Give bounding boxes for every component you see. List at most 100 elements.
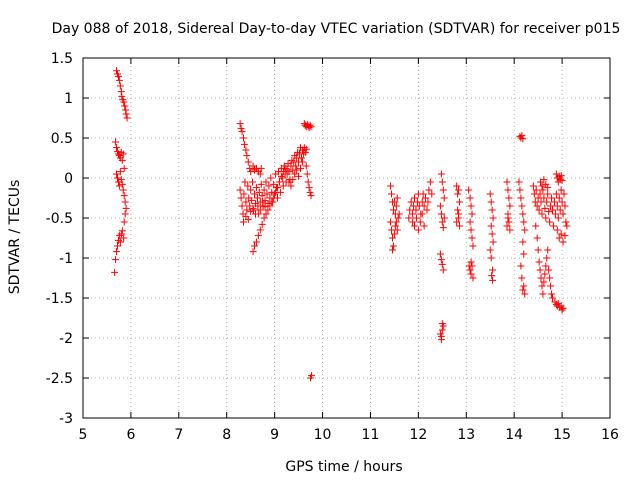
- data-point: [303, 170, 311, 178]
- grid-lines: [83, 58, 610, 418]
- data-point: [534, 246, 542, 254]
- data-point: [489, 276, 497, 284]
- data-point: [389, 242, 397, 250]
- data-point: [467, 258, 475, 266]
- data-point: [390, 198, 398, 206]
- data-point: [541, 270, 549, 278]
- data-point: [505, 218, 513, 226]
- y-tick-label: -2: [59, 331, 73, 347]
- data-point: [559, 238, 567, 246]
- data-point: [533, 202, 541, 210]
- data-point: [391, 222, 399, 230]
- data-point: [540, 278, 548, 286]
- data-point: [120, 192, 128, 200]
- data-point: [388, 190, 396, 198]
- data-point: [542, 262, 550, 270]
- x-tick-label: 6: [126, 427, 135, 443]
- data-point: [308, 372, 316, 380]
- data-point: [270, 194, 278, 202]
- data-point: [554, 214, 562, 222]
- data-point: [488, 272, 496, 280]
- data-point: [438, 178, 446, 186]
- data-point: [504, 186, 512, 194]
- data-point: [295, 172, 303, 180]
- data-point: [438, 218, 446, 226]
- data-point: [520, 250, 528, 258]
- data-point: [420, 222, 428, 230]
- data-point: [119, 186, 127, 194]
- data-point: [257, 164, 265, 172]
- data-point: [545, 266, 553, 274]
- data-point: [257, 180, 265, 188]
- data-point: [519, 135, 527, 143]
- data-point: [456, 222, 464, 230]
- data-point: [559, 210, 567, 218]
- data-point: [553, 226, 561, 234]
- data-point: [237, 124, 245, 132]
- data-point: [279, 182, 287, 190]
- data-point: [240, 140, 248, 148]
- data-point: [121, 210, 129, 218]
- data-point: [112, 138, 120, 146]
- data-point: [539, 290, 547, 298]
- data-point: [111, 268, 119, 276]
- data-point: [456, 198, 464, 206]
- data-point: [244, 158, 252, 166]
- data-point: [409, 210, 417, 218]
- data-point: [119, 150, 127, 158]
- data-point: [544, 190, 552, 198]
- data-point: [236, 120, 244, 128]
- x-tick-label: 8: [222, 427, 231, 443]
- data-point: [535, 258, 543, 266]
- data-point: [113, 174, 121, 182]
- data-point: [409, 218, 417, 226]
- data-point: [418, 210, 426, 218]
- data-point: [297, 154, 305, 162]
- data-point: [112, 256, 120, 264]
- data-point: [116, 238, 124, 246]
- data-point: [236, 186, 244, 194]
- data-point: [412, 214, 420, 222]
- data-point: [272, 188, 280, 196]
- data-point: [241, 178, 249, 186]
- data-point: [420, 202, 428, 210]
- data-point: [263, 190, 271, 198]
- data-point: [437, 170, 445, 178]
- data-point: [301, 148, 309, 156]
- data-point: [416, 218, 424, 226]
- data-point: [243, 152, 251, 160]
- data-point: [486, 190, 494, 198]
- data-point: [251, 242, 259, 250]
- data-point: [395, 210, 403, 218]
- data-point: [486, 246, 494, 254]
- data-point: [503, 178, 511, 186]
- data-point: [388, 246, 396, 254]
- data-point: [544, 246, 552, 254]
- y-tick-label: -1: [59, 251, 73, 267]
- data-point: [467, 226, 475, 234]
- data-point: [249, 248, 257, 256]
- data-point: [437, 336, 445, 344]
- data-point: [559, 304, 567, 312]
- data-point: [116, 82, 124, 90]
- data-point: [487, 198, 495, 206]
- data-point: [274, 184, 282, 192]
- data-point: [242, 198, 250, 206]
- data-point: [393, 194, 401, 202]
- x-tick-label: 13: [457, 427, 475, 443]
- data-point: [407, 198, 415, 206]
- data-point: [262, 178, 270, 186]
- data-point: [255, 188, 263, 196]
- data-point: [265, 182, 273, 190]
- data-point: [123, 114, 131, 122]
- data-point: [387, 182, 395, 190]
- data-point: [469, 274, 477, 282]
- data-point: [252, 238, 260, 246]
- data-point: [489, 266, 497, 274]
- data-point: [454, 206, 462, 214]
- data-point: [539, 186, 547, 194]
- data-point: [489, 214, 497, 222]
- y-tick-label: 0: [64, 171, 73, 187]
- data-point: [520, 218, 528, 226]
